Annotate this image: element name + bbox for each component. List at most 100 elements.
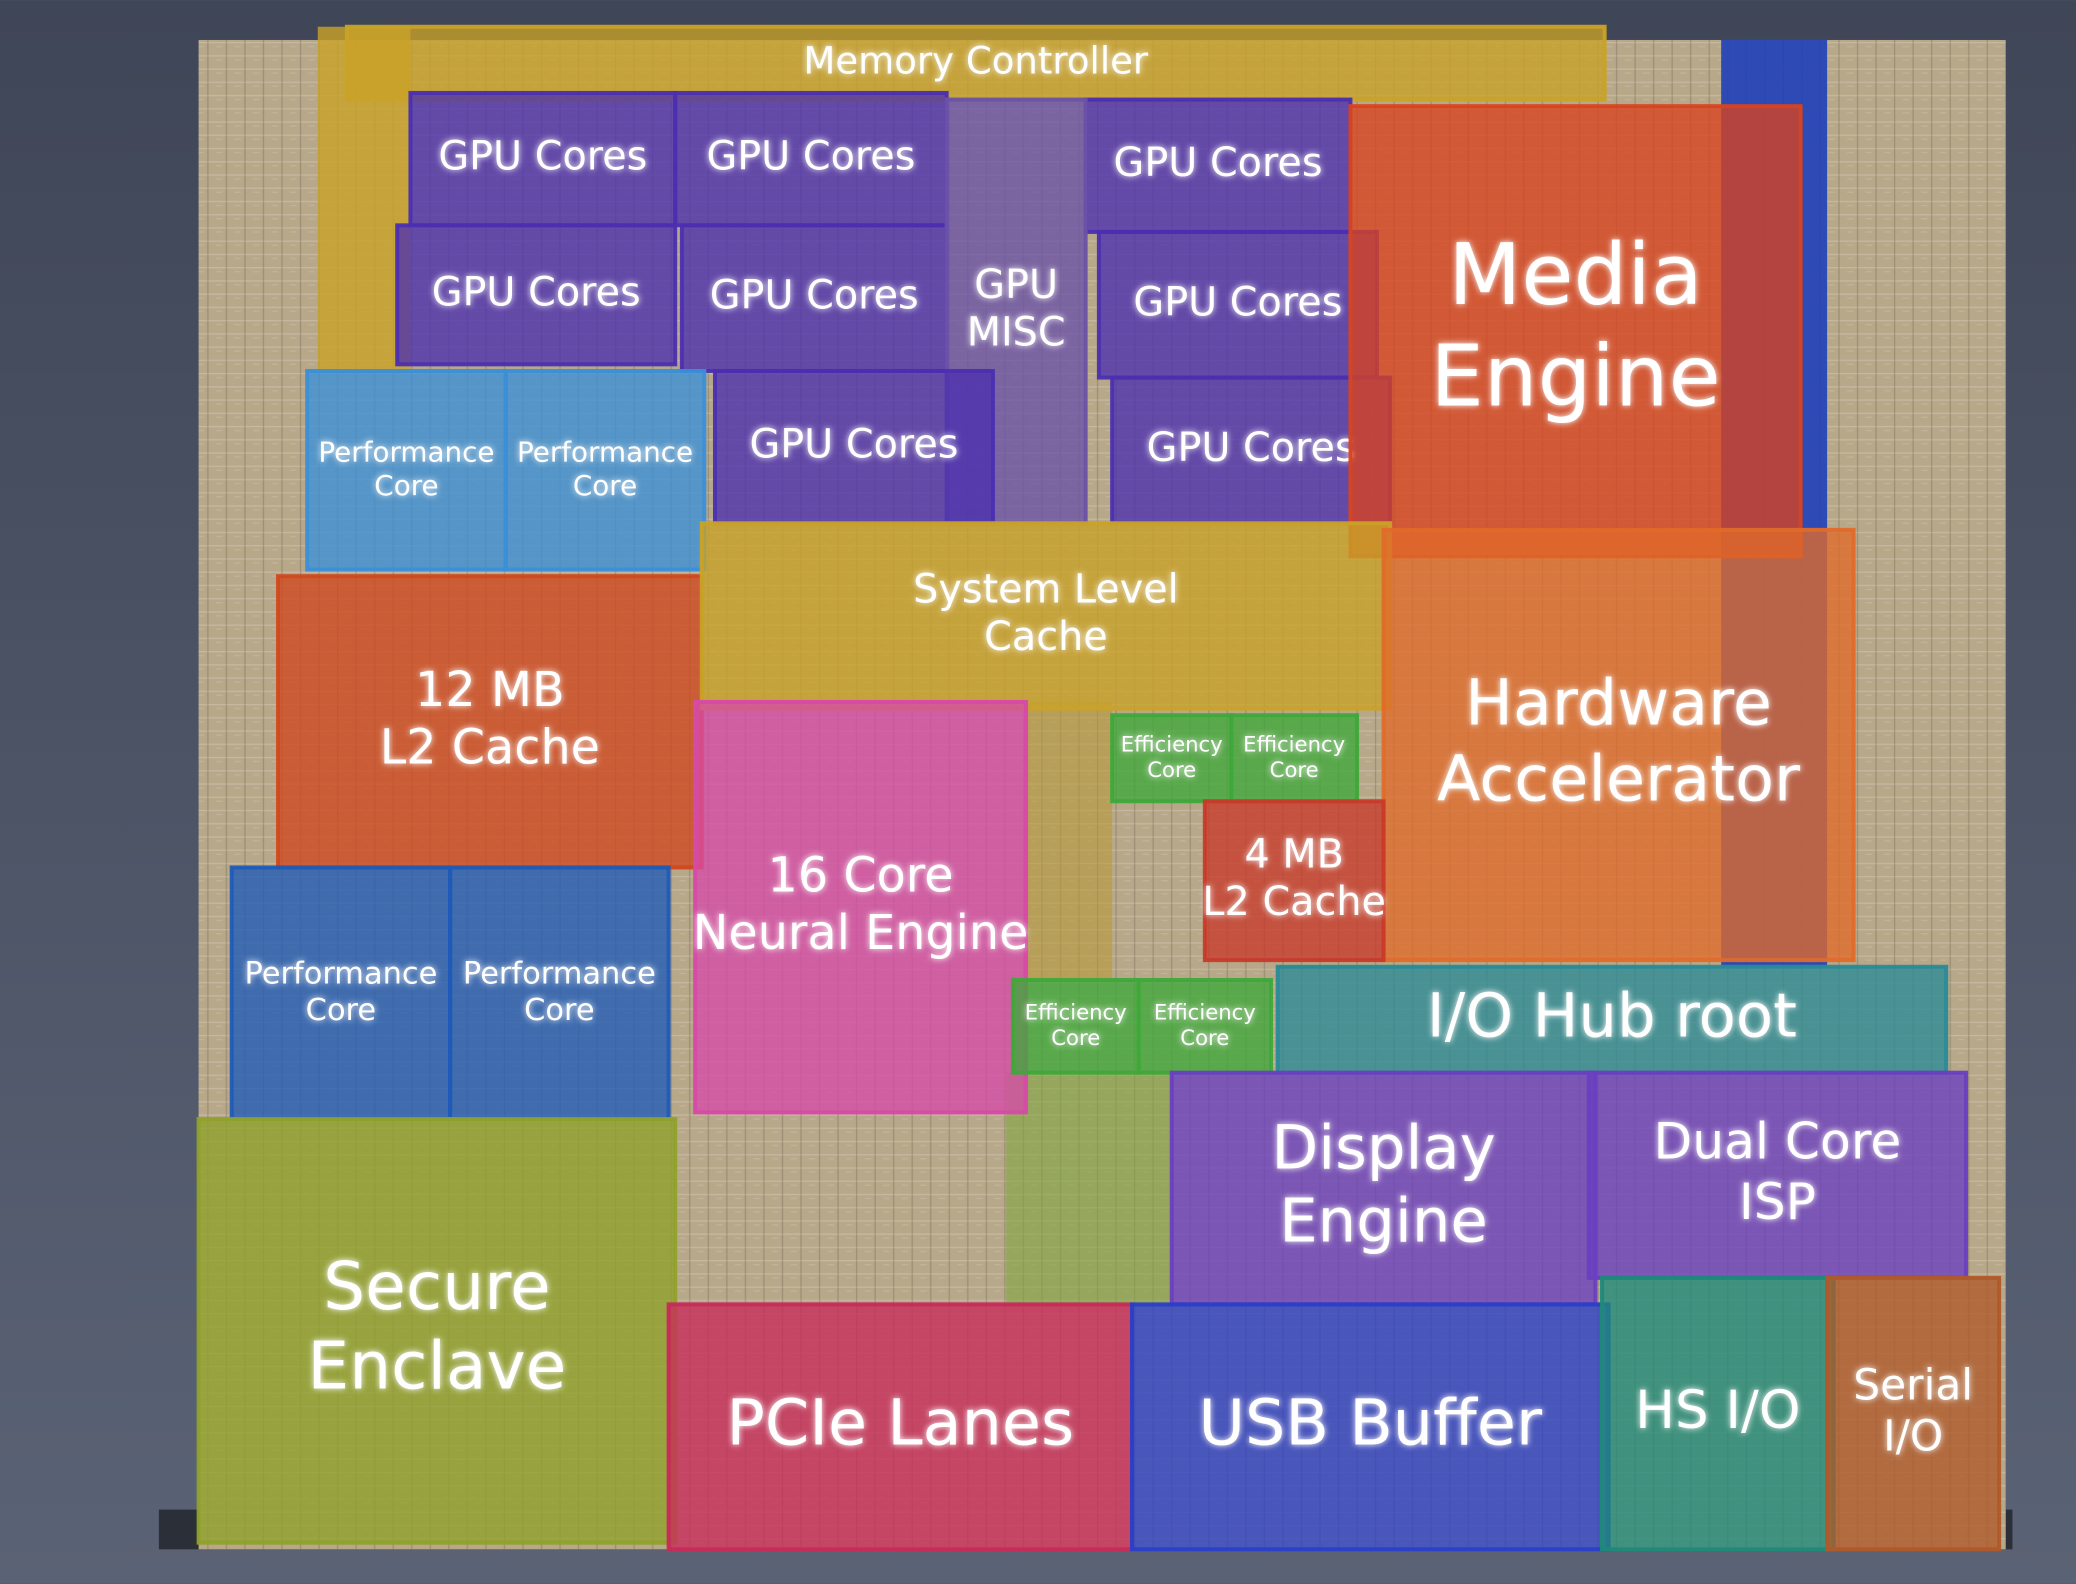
block-fill [1588, 1072, 1967, 1278]
block-fill [1204, 801, 1384, 961]
block-edge [1381, 527, 1856, 963]
block-label: Hardware [1465, 665, 1772, 739]
block-label: Dual Core [1654, 1112, 1902, 1171]
block-label: I/O [1883, 1412, 1943, 1461]
block-edge [693, 699, 1029, 1115]
block-label: Core [306, 993, 376, 1028]
block-fill [701, 523, 1391, 709]
block-fill [1383, 529, 1854, 961]
block-fill [397, 225, 676, 365]
block-fill [1277, 966, 1947, 1073]
chip-block: HS I/O [1600, 1275, 1836, 1552]
block-label: Efficiency [1243, 732, 1345, 757]
block-fill [675, 92, 947, 226]
block-fill [231, 867, 451, 1120]
block-label: Core [524, 993, 594, 1028]
block-fill [681, 225, 947, 371]
block-fill [450, 867, 669, 1120]
block-label: Media [1448, 225, 1702, 324]
block-fill [1098, 231, 1377, 378]
block-fill [1602, 1277, 1834, 1550]
block-fill [1350, 106, 1801, 557]
block-fill [1138, 980, 1272, 1073]
block-label: Core [1180, 1025, 1229, 1050]
block-fill [1112, 715, 1232, 802]
chip-block: GPU Cores [408, 90, 678, 228]
block-label: Memory Controller [803, 40, 1149, 83]
block-label: Core [1051, 1025, 1100, 1050]
block-label: Performance [517, 436, 693, 469]
block-label: GPU [974, 262, 1058, 308]
block-label: Core [573, 469, 637, 502]
block-label: L2 Cache [380, 720, 600, 775]
block-label: Display [1271, 1113, 1495, 1184]
block-label: MISC [967, 310, 1066, 356]
block-label: I/O Hub root [1427, 980, 1797, 1051]
block-label: Enclave [307, 1328, 566, 1405]
block-fill [1085, 99, 1351, 232]
block-label: Efficiency [1121, 732, 1223, 757]
chip-block: GPU Cores [395, 223, 678, 367]
block-label: Performance [244, 956, 437, 991]
block-fill [1231, 715, 1358, 802]
block-label: L2 Cache [1202, 879, 1385, 925]
block-label: GPU Cores [1114, 140, 1323, 186]
block-label: GPU Cores [706, 134, 915, 180]
block-fill [278, 576, 702, 868]
blocks: Memory Controller GPU Cores GPU Cores GPU C… [196, 24, 2002, 1552]
block-fill [668, 1304, 1133, 1550]
block-label: Engine [1279, 1186, 1488, 1257]
chip-block: GPU Cores [1083, 97, 1353, 234]
block-label: USB Buffer [1199, 1385, 1543, 1459]
block-label: GPU Cores [1147, 425, 1356, 471]
block-label: GPU Cores [438, 134, 647, 180]
block-fill [1112, 377, 1391, 524]
block-label: Core [1270, 757, 1319, 782]
block-fill [1012, 980, 1139, 1073]
block-label: Efficiency [1154, 1000, 1256, 1025]
chip-block: GPU Cores [712, 368, 995, 526]
block-label: System Level [913, 567, 1178, 613]
block-edge [395, 223, 678, 367]
block-label: Core [374, 469, 438, 502]
center-fill [1006, 1072, 1172, 1305]
block-label: 4 MB [1245, 831, 1344, 877]
block-fill [198, 1119, 676, 1543]
block-fill [695, 701, 1027, 1113]
block-label: Serial [1853, 1361, 1973, 1410]
block-fill [505, 370, 705, 570]
block-edge [1825, 1275, 2002, 1552]
block-label: Performance [318, 436, 494, 469]
chip-block: PCIe Lanes [666, 1302, 1134, 1552]
chip-block: I/O Hub root [1275, 964, 1949, 1075]
block-label: GPU Cores [749, 422, 958, 468]
block-label: Efficiency [1025, 1000, 1127, 1025]
block-fill [1132, 1304, 1609, 1550]
chip-block: GPU Cores [1096, 229, 1379, 380]
block-label: GPU Cores [710, 273, 919, 319]
block-label: Secure [323, 1248, 551, 1325]
block-label: Accelerator [1437, 742, 1801, 816]
block-label: GPU Cores [432, 269, 641, 315]
chip-block: GPU Cores [1110, 375, 1393, 526]
block-label: Engine [1430, 327, 1720, 426]
block-fill [1827, 1277, 2000, 1550]
block-label: PCIe Lanes [727, 1385, 1075, 1459]
